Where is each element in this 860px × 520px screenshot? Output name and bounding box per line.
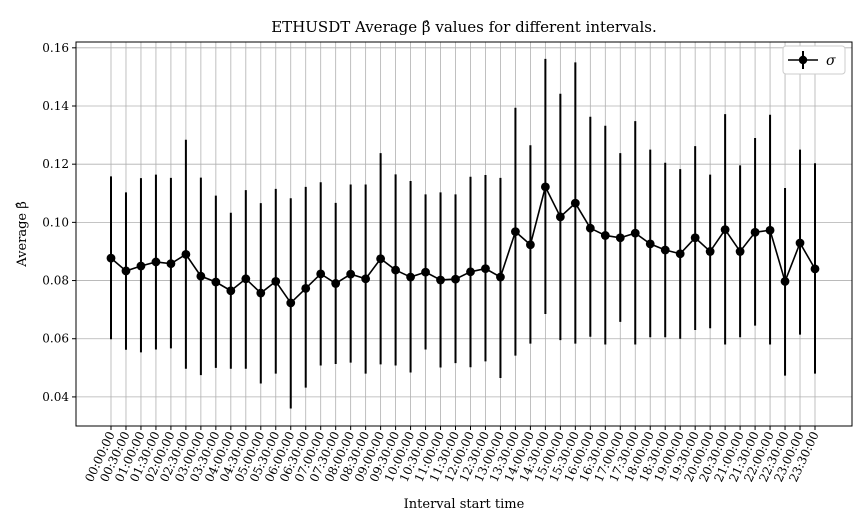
data-point [765, 225, 775, 235]
data-point [645, 239, 655, 249]
data-points [106, 182, 820, 308]
legend-label: σ [826, 53, 836, 69]
legend-marker [798, 55, 808, 65]
y-tick-label: 0.16 [42, 41, 69, 55]
x-axis: 00:00:0000:30:0001:00:0001:30:0002:00:00… [82, 426, 822, 484]
data-point [526, 240, 535, 250]
data-point [496, 272, 505, 282]
data-point [630, 228, 640, 238]
error-bars [110, 58, 816, 409]
legend: σ [782, 45, 846, 75]
data-point [795, 238, 805, 248]
data-point [511, 227, 520, 237]
data-point [600, 231, 610, 240]
data-point [181, 249, 191, 259]
x-axis-label: Interval start time [404, 497, 525, 512]
plot-frame [75, 41, 853, 427]
chart-title: ETHUSDT Average β̂ values for different … [271, 18, 657, 36]
data-point [286, 298, 296, 308]
y-axis: 0.04 0.06 0.08 0.10 0.12 0.14 0.16 [42, 41, 76, 404]
data-point [735, 247, 745, 256]
data-point [780, 277, 790, 286]
data-point [121, 266, 131, 276]
grid [76, 42, 852, 426]
data-point [555, 212, 565, 222]
y-tick-label: 0.06 [42, 332, 69, 346]
data-point [136, 261, 146, 271]
data-point [705, 247, 715, 256]
data-point [615, 233, 625, 243]
data-point [166, 259, 176, 269]
data-point [226, 286, 236, 296]
data-point [196, 271, 206, 281]
data-point [466, 267, 475, 277]
data-point [406, 272, 415, 282]
data-point [585, 223, 595, 233]
data-point [316, 269, 326, 279]
data-point [540, 182, 550, 192]
data-point [106, 253, 116, 263]
y-tick-label: 0.14 [42, 99, 69, 113]
data-point [256, 288, 266, 298]
data-point [151, 257, 161, 267]
data-point [211, 277, 221, 287]
y-axis-label: Average β̂ [15, 201, 30, 268]
data-point [810, 264, 820, 274]
y-tick-label: 0.04 [42, 390, 69, 404]
data-point [301, 284, 311, 293]
data-point [451, 274, 460, 284]
y-tick-label: 0.10 [42, 215, 69, 229]
data-point [421, 267, 430, 277]
data-point [376, 254, 386, 264]
data-point [675, 249, 685, 259]
data-point [660, 245, 670, 255]
data-point [750, 227, 760, 237]
data-point [391, 265, 400, 275]
y-tick-label: 0.12 [42, 157, 69, 171]
data-point [720, 225, 730, 235]
data-point [241, 274, 251, 284]
data-point [481, 264, 490, 274]
data-point [361, 274, 371, 284]
data-point [346, 269, 356, 279]
data-point [570, 198, 580, 208]
y-tick-label: 0.08 [42, 274, 69, 288]
data-point [436, 275, 445, 285]
data-point [271, 277, 281, 286]
data-point [690, 233, 700, 243]
data-point [331, 279, 341, 288]
